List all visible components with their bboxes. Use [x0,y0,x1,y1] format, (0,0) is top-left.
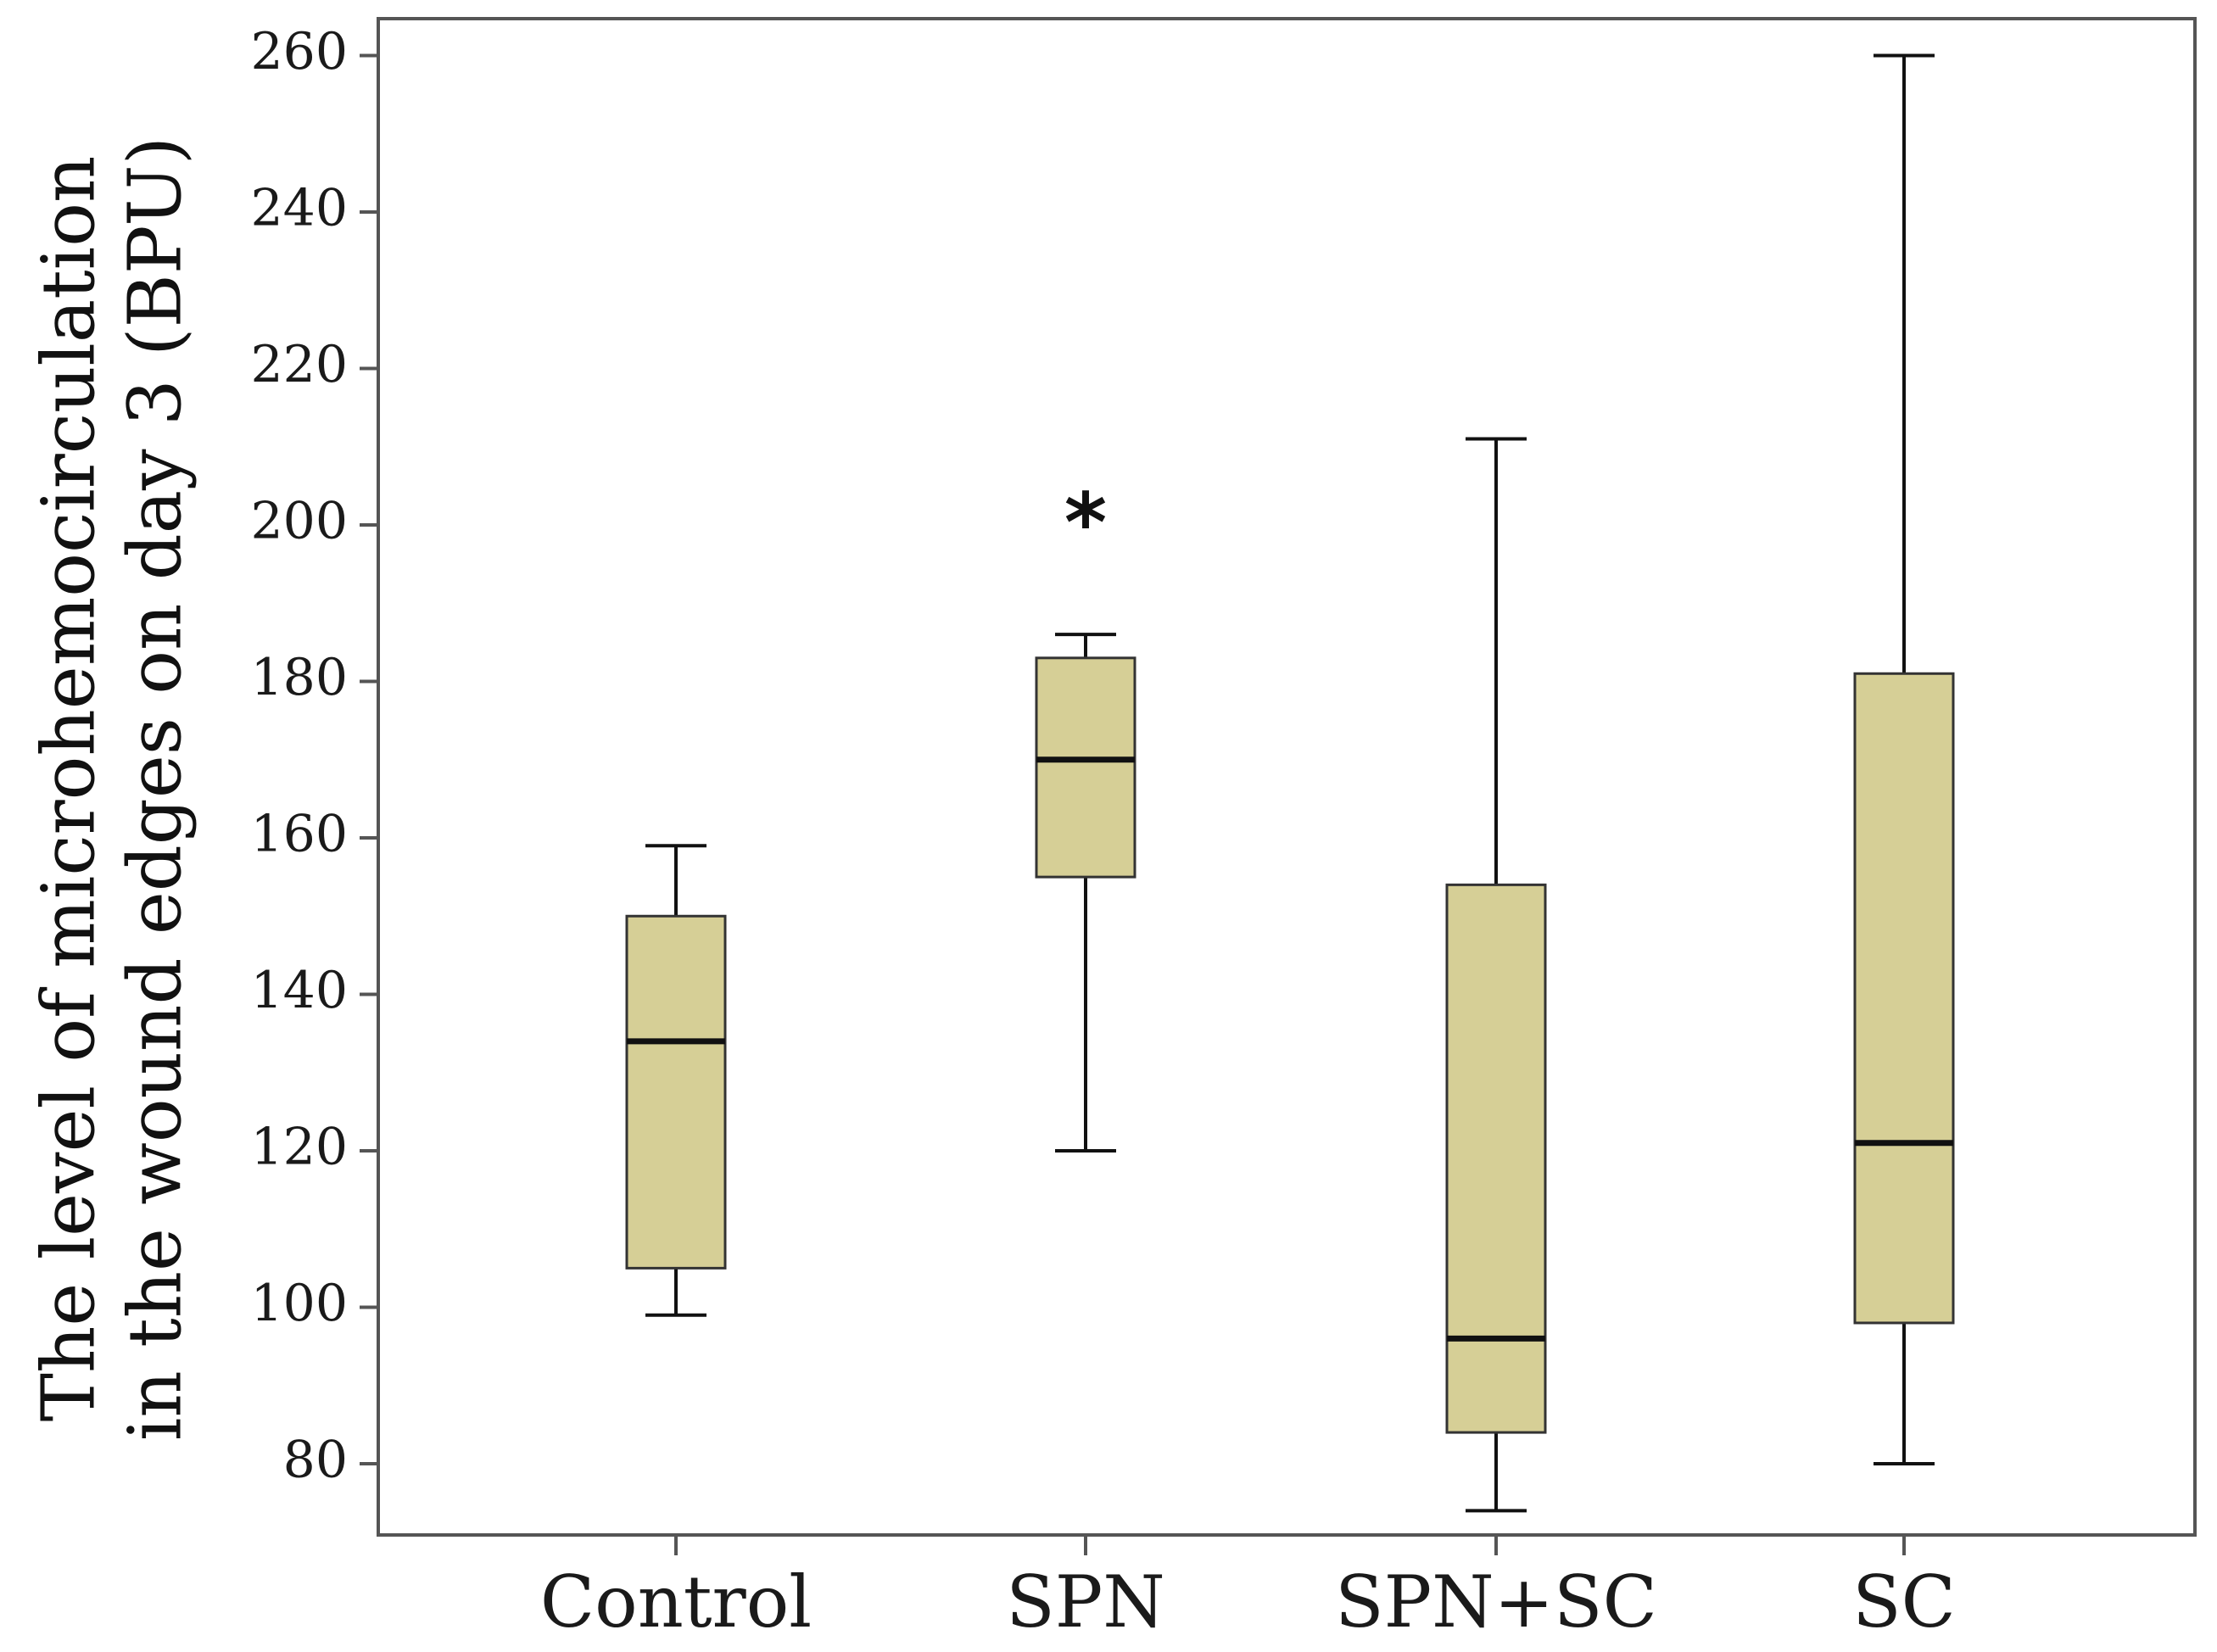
y-tick-label-140: 140 [250,961,348,1020]
y-tick-label-160: 160 [250,805,348,864]
box-body-control [625,914,727,1270]
box-series [625,53,1955,1513]
box-body-spn-sc [1445,883,1547,1434]
x-axis-ticks: Control SPN SPN+SC SC [540,1535,1956,1644]
x-tick-label-spn-sc: SPN+SC [1335,1560,1657,1644]
y-tick-label-220: 220 [250,335,348,394]
y-tick-label-120: 120 [250,1118,348,1177]
y-axis-label-line-1: The level of microhemocirculation [27,156,112,1422]
y-tick-label-260: 260 [250,22,348,81]
annotations: * [1064,476,1107,571]
y-axis-ticks: 80 100 120 140 160 180 200 220 240 260 [250,22,378,1490]
significance-marker-0: * [1064,476,1107,571]
y-axis-label-line-2: in the wound edges on day 3 (BPU) [114,137,198,1441]
x-tick-label-spn: SPN [1006,1560,1165,1644]
box-body-sc [1853,672,1955,1325]
box-spn [1035,633,1136,1152]
y-tick-label-200: 200 [250,492,348,551]
box-spn-sc [1445,437,1547,1513]
x-tick-label-sc: SC [1852,1560,1956,1644]
y-tick-label-180: 180 [250,648,348,707]
box-body-spn [1035,656,1136,879]
box-sc [1853,53,1955,1465]
box-control [625,844,727,1317]
y-tick-label-80: 80 [283,1431,348,1490]
y-tick-label-100: 100 [250,1274,348,1333]
plot-frame [377,17,2197,1537]
x-tick-label-control: Control [540,1560,812,1644]
y-tick-label-240: 240 [250,179,348,238]
